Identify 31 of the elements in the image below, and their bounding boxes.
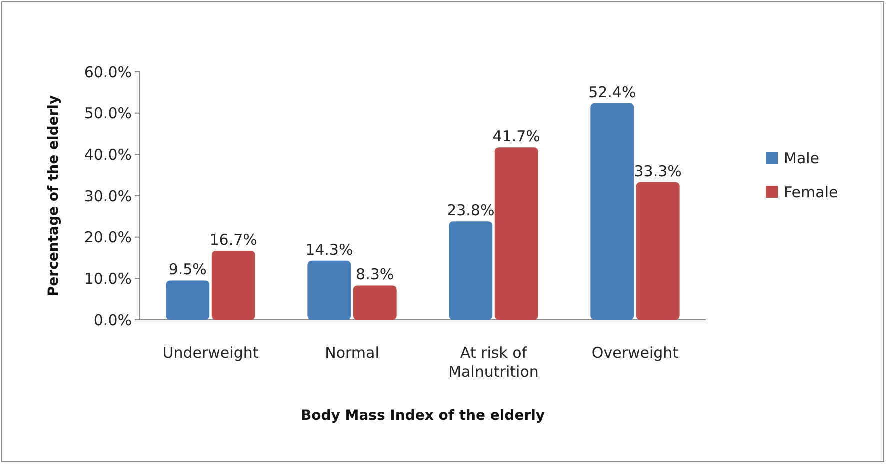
data-label: 9.5% [168,260,207,279]
bar [353,286,397,320]
x-tick-label: At risk of Malnutrition [448,344,539,381]
data-label: 52.4% [588,83,636,102]
data-label: 8.3% [356,266,394,284]
bar [449,222,493,320]
y-tick-label: 20.0% [84,228,132,247]
data-label: 41.7% [492,128,540,146]
y-tick-label: 10.0% [84,270,132,288]
legend-label: Male [784,149,820,168]
x-tick-label: Normal [325,344,380,362]
bar [212,250,256,320]
bar [590,103,634,320]
bar [308,260,352,320]
y-tick-label: 60.0% [84,63,132,82]
y-axis-title: Percentage of the elderly [46,95,62,297]
data-label: 14.3% [306,240,354,259]
bar [494,148,538,320]
bar [166,280,210,320]
data-label: 23.8% [447,202,495,220]
data-label: 33.3% [634,162,682,180]
y-tick-label: 40.0% [84,146,132,164]
x-axis-title: Body Mass Index of the elderly [300,408,546,424]
y-tick-label: 30.0% [84,187,132,206]
data-label: 16.7% [210,230,258,249]
y-tick-label: 50.0% [84,104,132,123]
x-tick-label: Overweight [592,344,679,362]
x-tick-label: Underweight [162,344,259,362]
legend-label: Female [784,183,838,202]
bar [636,182,680,320]
y-tick-label: 0.0% [94,311,132,330]
